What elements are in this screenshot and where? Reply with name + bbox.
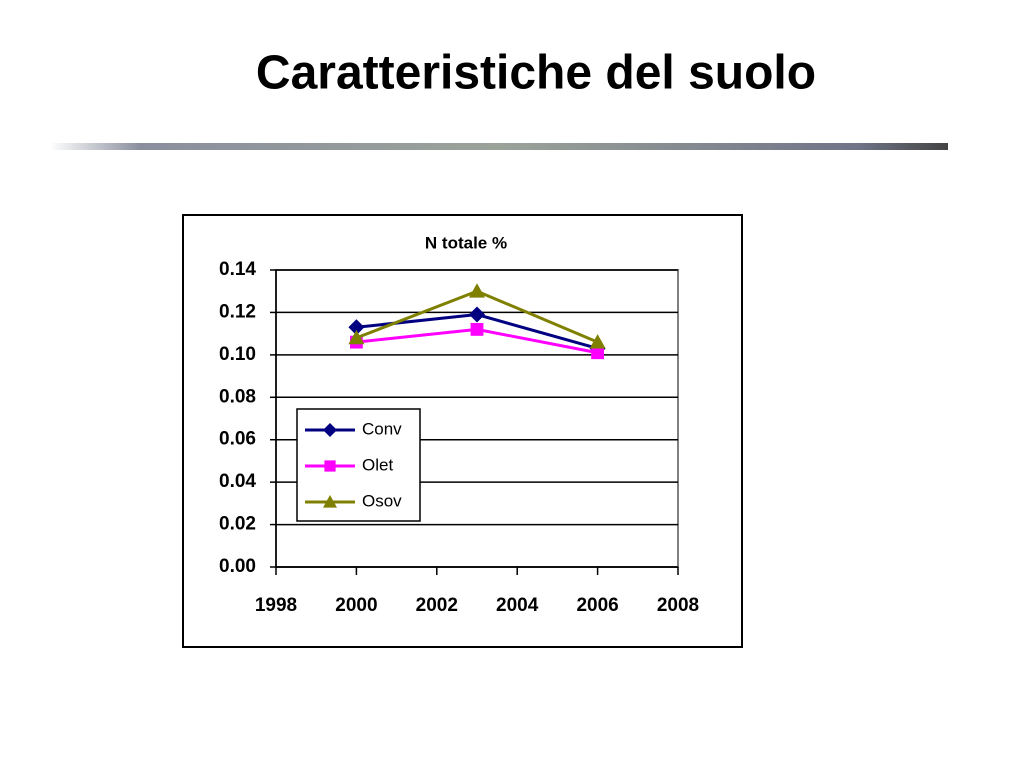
legend-marker <box>323 495 337 508</box>
y-tick-label: 0.04 <box>219 471 256 492</box>
slide-title: Caratteristiche del suolo <box>256 47 816 100</box>
y-tick-label: 0.12 <box>219 301 256 322</box>
x-tick-label: 2004 <box>496 595 539 616</box>
legend-label: Conv <box>362 419 402 438</box>
x-tick-label: 2000 <box>335 595 377 616</box>
marker <box>470 323 484 336</box>
y-tick-label: 0.14 <box>219 259 256 280</box>
legend-marker <box>323 423 337 437</box>
x-tick-label: 2006 <box>576 595 618 616</box>
y-tick-label: 0.08 <box>219 386 256 407</box>
x-tick-label: 2002 <box>416 595 458 616</box>
marker <box>469 283 485 298</box>
y-tick-label: 0.02 <box>219 514 256 535</box>
y-tick-label: 0.00 <box>219 556 256 577</box>
legend-label: Osov <box>362 491 402 510</box>
marker <box>348 329 365 345</box>
chart-title: N totale % <box>425 233 507 252</box>
marker <box>591 346 604 360</box>
y-tick-label: 0.06 <box>219 429 256 450</box>
divider <box>50 143 948 150</box>
x-tick-label: 2008 <box>657 595 699 616</box>
marker <box>348 319 365 336</box>
legend-marker <box>324 460 336 472</box>
legend-label: Olet <box>362 455 393 474</box>
y-tick-label: 0.10 <box>219 344 256 365</box>
x-tick-label: 1998 <box>255 595 297 616</box>
marker <box>469 306 485 323</box>
marker <box>589 334 606 349</box>
